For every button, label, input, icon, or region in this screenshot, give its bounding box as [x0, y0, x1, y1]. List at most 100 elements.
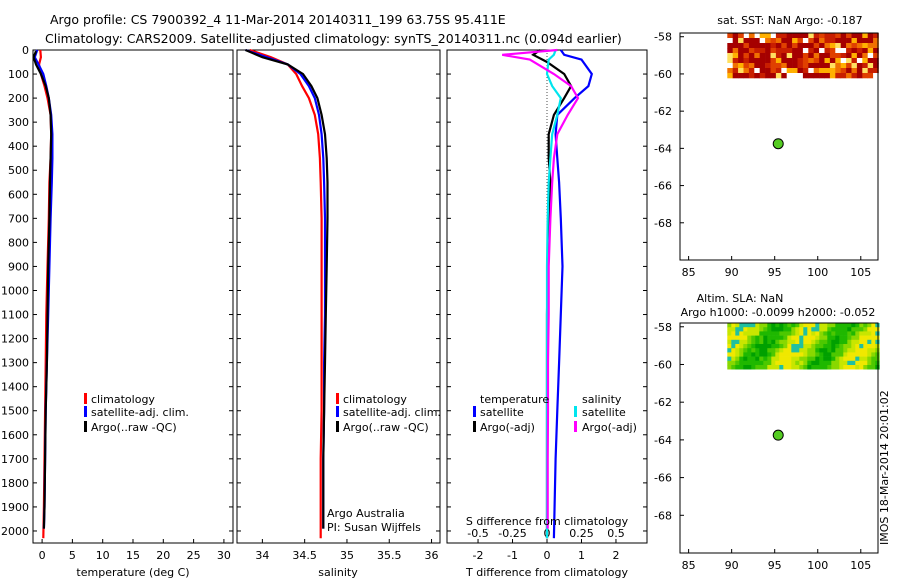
sla-cell [847, 344, 852, 349]
sla-cell [787, 360, 792, 366]
sst-cell [808, 73, 814, 79]
sla-cell [771, 323, 776, 328]
sst-cell [824, 63, 831, 69]
lon-tick-label: 105 [850, 266, 871, 279]
sst-cell [775, 33, 782, 39]
sla-cell [871, 323, 876, 328]
sst-cell [748, 38, 755, 44]
legend-label-climatology: climatology [91, 393, 155, 406]
lat-tick-label: -58 [654, 31, 672, 44]
sst-cell [846, 38, 852, 44]
sla-cell [751, 331, 756, 336]
sst-cell [862, 58, 868, 64]
sla-cell [811, 323, 816, 328]
sst-cell [738, 63, 744, 69]
sst-cell [732, 48, 739, 54]
sla-cell [799, 365, 804, 370]
sla-cell [859, 360, 864, 366]
sst-cell [754, 73, 760, 79]
sst-cell [824, 43, 831, 49]
sla-cell [835, 339, 840, 345]
sst-cell [732, 38, 739, 44]
sst-cell [781, 63, 787, 69]
sst-cell [867, 58, 874, 64]
series-line [502, 48, 580, 529]
sla-cell [855, 331, 860, 336]
sla-cell [783, 331, 788, 336]
sst-cell [873, 63, 879, 69]
sst-cell [727, 33, 733, 39]
sst-cell [813, 38, 820, 44]
lon-tick-label: 85 [682, 559, 696, 572]
legend-swatch-argo [84, 421, 87, 432]
sla-cell [831, 352, 836, 357]
sla-cell [807, 360, 812, 366]
sla-cell [775, 339, 780, 345]
sst-cell [840, 48, 847, 54]
sst-cell [732, 58, 739, 64]
sst-cell [754, 48, 760, 54]
sst-cell [759, 48, 766, 54]
sla-cell [875, 323, 880, 328]
sst-cell [873, 33, 879, 39]
sst-cell [862, 38, 868, 44]
sla-cell [783, 365, 788, 370]
sst-cell [867, 33, 874, 39]
sst-cell [781, 53, 787, 59]
lat-tick-label: -60 [654, 68, 672, 81]
sla-cell [875, 352, 880, 357]
sla-cell [767, 356, 772, 362]
sla-cell [831, 360, 836, 366]
sst-cell [781, 43, 787, 49]
sla-cell [751, 344, 756, 349]
sla-cell [855, 356, 860, 362]
sla-cell [819, 331, 824, 336]
legend-label-t-argo: Argo(-adj) [480, 421, 535, 434]
sla-cell [871, 331, 876, 336]
salinity-legend: climatology satellite-adj. clim. Argo(..… [336, 393, 441, 434]
sla-cell [819, 344, 824, 349]
sla-cell [791, 356, 796, 362]
sla-cell [759, 356, 764, 362]
sla-cell [771, 360, 776, 366]
sla-cell [735, 352, 740, 357]
sla-cell [735, 360, 740, 366]
sla-cell [863, 344, 868, 349]
sla-cell [799, 344, 804, 349]
sla-cell [767, 327, 772, 332]
sla-cell [775, 323, 780, 328]
sst-cell [829, 38, 836, 44]
sla-cell [739, 365, 744, 370]
sla-cell [859, 331, 864, 336]
legend-swatch-t-satellite [473, 406, 476, 417]
sla-cell [799, 352, 804, 357]
sst-cell [754, 38, 760, 44]
sla-cell [847, 360, 852, 366]
sla-cell [843, 339, 848, 345]
sla-cell [807, 323, 812, 328]
sst-cell [797, 48, 804, 54]
sla-cell [779, 327, 784, 332]
sst-cell [840, 58, 847, 64]
x-tick-label: 1 [578, 549, 585, 562]
sla-cell [763, 331, 768, 336]
x-tick-label: 35.5 [377, 549, 402, 562]
sla-cell [775, 352, 780, 357]
sla-cell [787, 335, 792, 341]
sla-cell [851, 327, 856, 332]
sst-cell [732, 43, 739, 49]
sla-cell [859, 348, 864, 353]
sst-cell [743, 63, 750, 69]
sla-cell [871, 327, 876, 332]
legend-label-climatology: climatology [343, 393, 407, 406]
sla-cell [767, 335, 772, 341]
sla-cell [771, 339, 776, 345]
y-tick-label: 800 [8, 236, 29, 249]
sla-cell [747, 360, 752, 366]
legend-swatch-t-argo [473, 421, 476, 432]
lon-tick-label: 100 [807, 266, 828, 279]
sst-cell [759, 43, 766, 49]
lon-tick-label: 100 [807, 559, 828, 572]
sla-cell [747, 356, 752, 362]
sst-cell [765, 73, 771, 79]
